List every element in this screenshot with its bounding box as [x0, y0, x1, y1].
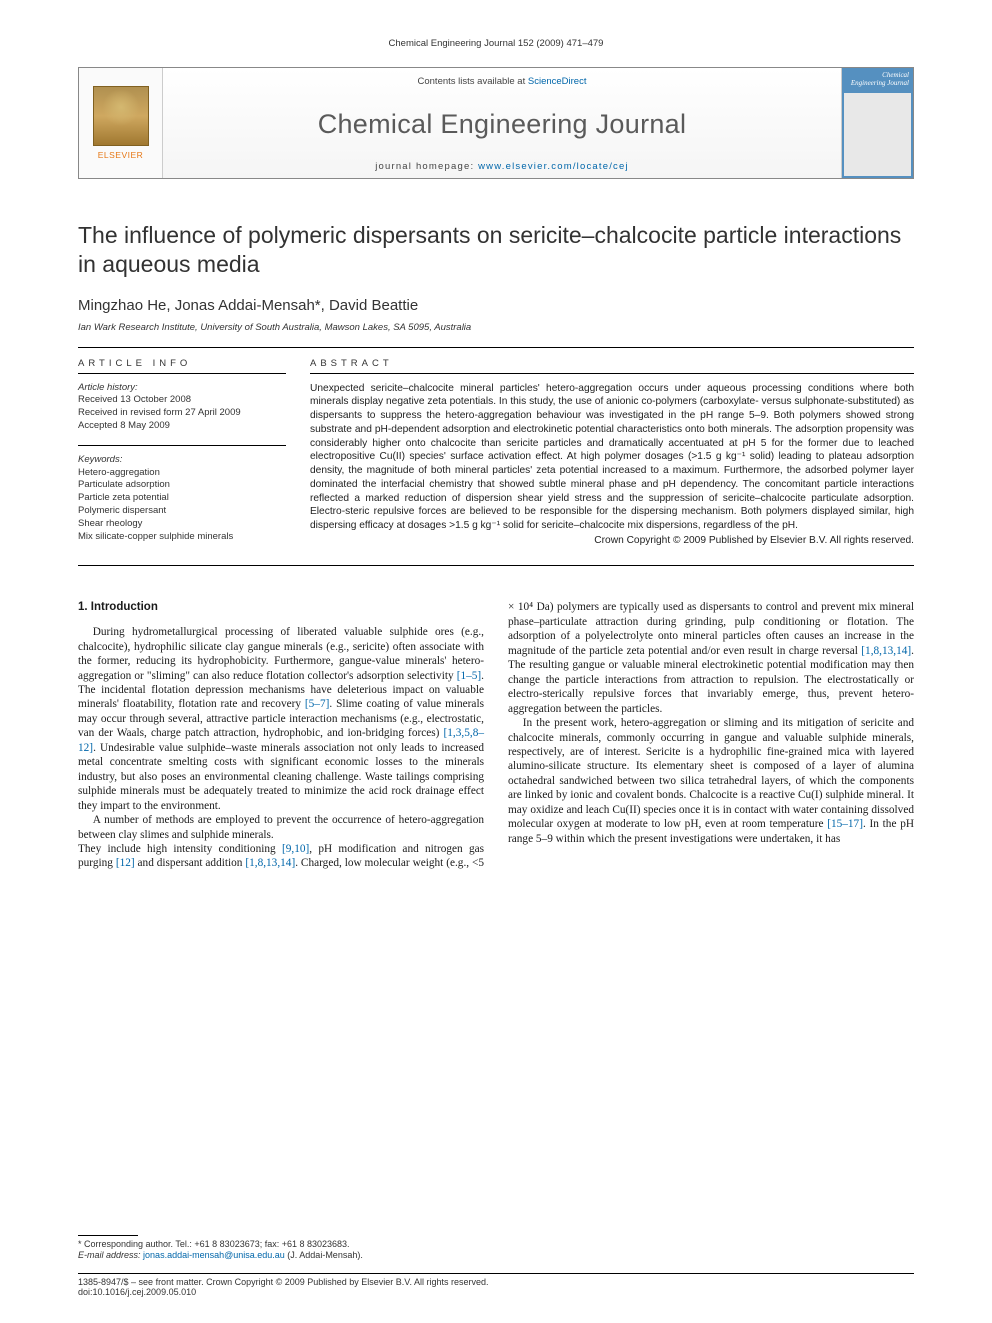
keywords-block: Keywords: Hetero-aggregation Particulate…	[78, 454, 286, 544]
page-footer: 1385-8947/$ – see front matter. Crown Co…	[78, 1273, 914, 1297]
body-text: During hydrometallurgical processing of …	[78, 626, 484, 681]
keyword: Particulate adsorption	[78, 479, 170, 490]
article-history: Article history: Received 13 October 200…	[78, 382, 286, 433]
citation-link[interactable]: [15–17]	[827, 818, 863, 830]
elsevier-logo: ELSEVIER	[79, 68, 163, 178]
authors: Mingzhao He, Jonas Addai-Mensah*, David …	[78, 297, 914, 314]
section-heading: 1. Introduction	[78, 600, 484, 615]
citation-link[interactable]: [1,8,13,14]	[861, 645, 911, 657]
article-title: The influence of polymeric dispersants o…	[78, 221, 914, 279]
citation-link[interactable]: [12]	[116, 857, 135, 869]
footnote-rule	[78, 1235, 138, 1236]
sciencedirect-link[interactable]: ScienceDirect	[528, 76, 587, 87]
citation-link[interactable]: [5–7]	[305, 698, 329, 710]
publisher-label: ELSEVIER	[98, 150, 144, 160]
body-paragraph: A number of methods are employed to prev…	[78, 813, 484, 842]
contents-line: Contents lists available at ScienceDirec…	[418, 76, 587, 87]
abstract-copyright: Crown Copyright © 2009 Published by Else…	[310, 535, 914, 546]
citation-link[interactable]: [1–5]	[457, 670, 481, 682]
article-info-column: article info Article history: Received 1…	[78, 352, 286, 556]
body-text: and dispersant addition	[135, 857, 246, 869]
homepage-prefix: journal homepage:	[375, 161, 478, 172]
abstract-text: Unexpected sericite–chalcocite mineral p…	[310, 382, 914, 533]
citation-link[interactable]: [9,10]	[282, 843, 309, 855]
email-owner: (J. Addai-Mensah).	[287, 1250, 363, 1260]
running-head: Chemical Engineering Journal 152 (2009) …	[78, 38, 914, 49]
email-line: E-mail address: jonas.addai-mensah@unisa…	[78, 1250, 478, 1261]
footer-copyright: 1385-8947/$ – see front matter. Crown Co…	[78, 1277, 914, 1287]
abstract-column: abstract Unexpected sericite–chalcocite …	[310, 352, 914, 556]
elsevier-tree-icon	[93, 86, 149, 146]
body-text: In the present work, hetero-aggregation …	[508, 717, 914, 830]
keyword: Particle zeta potential	[78, 492, 169, 503]
keywords-label: Keywords:	[78, 454, 122, 465]
corresponding-author: * Corresponding author. Tel.: +61 8 8302…	[78, 1239, 478, 1250]
body-text: . Undesirable value sulphide–waste miner…	[78, 742, 484, 812]
revised: Received in revised form 27 April 2009	[78, 407, 241, 418]
body-text: They include high intensity conditioning	[78, 843, 282, 855]
rule-top	[78, 347, 914, 348]
rule-post-abstract	[78, 565, 914, 566]
abstract-heading: abstract	[310, 352, 914, 374]
affiliation: Ian Wark Research Institute, University …	[78, 322, 914, 333]
accepted: Accepted 8 May 2009	[78, 420, 170, 431]
body-paragraph: In the present work, hetero-aggregation …	[508, 716, 914, 846]
journal-name: Chemical Engineering Journal	[318, 109, 687, 140]
cover-body	[844, 93, 911, 176]
keyword: Hetero-aggregation	[78, 467, 160, 478]
email-link[interactable]: jonas.addai-mensah@unisa.edu.au	[143, 1250, 285, 1260]
journal-cover-thumb: Chemical Engineering Journal	[841, 68, 913, 178]
masthead: ELSEVIER Contents lists available at Sci…	[78, 67, 914, 179]
body-columns: 1. Introduction During hydrometallurgica…	[78, 600, 914, 870]
corresponding-footnote: * Corresponding author. Tel.: +61 8 8302…	[78, 1235, 478, 1262]
footer-doi: doi:10.1016/j.cej.2009.05.010	[78, 1287, 914, 1297]
keyword: Polymeric dispersant	[78, 505, 166, 516]
email-label: E-mail address:	[78, 1250, 141, 1260]
rule-info-mid	[78, 445, 286, 446]
article-info-heading: article info	[78, 352, 286, 374]
history-label: Article history:	[78, 382, 138, 393]
citation-link[interactable]: [1,8,13,14]	[245, 857, 295, 869]
received: Received 13 October 2008	[78, 394, 191, 405]
contents-prefix: Contents lists available at	[418, 76, 528, 87]
keyword: Shear rheology	[78, 518, 142, 529]
keyword: Mix silicate-copper sulphide minerals	[78, 531, 233, 542]
homepage-link[interactable]: www.elsevier.com/locate/cej	[478, 161, 629, 172]
masthead-center: Contents lists available at ScienceDirec…	[163, 68, 841, 178]
homepage-line: journal homepage: www.elsevier.com/locat…	[375, 161, 629, 172]
cover-title: Chemical Engineering Journal	[842, 68, 913, 91]
body-paragraph: During hydrometallurgical processing of …	[78, 625, 484, 813]
